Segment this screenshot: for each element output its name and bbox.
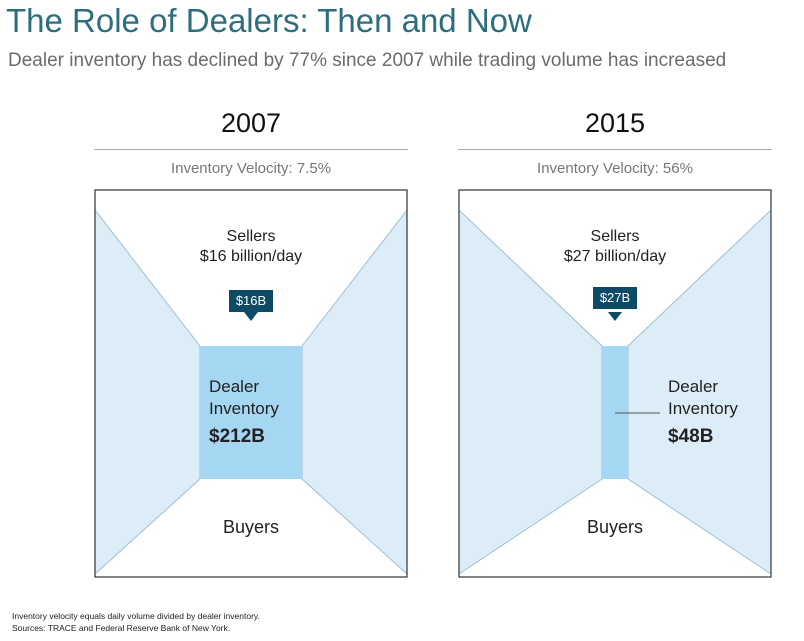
buyers-label: Buyers bbox=[222, 517, 280, 537]
year-label-2015: 2015 bbox=[584, 108, 646, 138]
year-divider-2007 bbox=[94, 149, 408, 150]
sellers-label: Sellers $16 billion/day bbox=[151, 227, 351, 267]
diagram-graphic-2015 bbox=[458, 189, 772, 578]
sellers-title: Sellers bbox=[226, 228, 276, 245]
page-subtitle: Dealer inventory has declined by 77% sin… bbox=[8, 50, 727, 71]
callout-pointer bbox=[608, 312, 622, 321]
dealer-inventory-box bbox=[200, 346, 302, 479]
callout-pointer bbox=[244, 312, 258, 321]
dealer-inventory-label: Dealer Inventory $212B bbox=[209, 376, 279, 448]
panel-frame bbox=[94, 189, 408, 578]
footnote-definition: Inventory velocity equals daily volume d… bbox=[12, 611, 260, 621]
volume-callout: $16B bbox=[229, 290, 273, 312]
sellers-volume: $16 billion/day bbox=[199, 248, 303, 265]
inventory-velocity-2007: Inventory Velocity: 7.5% bbox=[170, 160, 332, 177]
sellers-title: Sellers bbox=[590, 228, 640, 245]
year-divider-2015 bbox=[458, 149, 772, 150]
volume-callout: $27B bbox=[593, 287, 637, 309]
diagram-graphic-2007 bbox=[94, 189, 408, 578]
dealer-word: Dealer bbox=[209, 377, 260, 396]
dealer-inventory-label: Dealer Inventory $48B bbox=[668, 376, 738, 448]
inventory-word: Inventory bbox=[668, 399, 738, 418]
panel-frame bbox=[458, 189, 772, 578]
inventory-word: Inventory bbox=[209, 399, 279, 418]
footnote-sources: Sources: TRACE and Federal Reserve Bank … bbox=[12, 623, 231, 633]
dealer-diagram-2015: Sellers $27 billion/day $27B Dealer Inve… bbox=[458, 189, 772, 579]
year-label-2007: 2007 bbox=[220, 108, 282, 138]
dealer-inventory-amount: $48B bbox=[668, 426, 714, 447]
dealer-inventory-amount: $212B bbox=[209, 426, 265, 447]
sellers-volume: $27 billion/day bbox=[563, 248, 667, 265]
dealer-word: Dealer bbox=[668, 377, 719, 396]
page-title: The Role of Dealers: Then and Now bbox=[6, 2, 532, 39]
sellers-label: Sellers $27 billion/day bbox=[515, 227, 715, 267]
buyers-label: Buyers bbox=[586, 517, 644, 537]
dealer-diagram-2007: Sellers $16 billion/day $16B Dealer Inve… bbox=[94, 189, 408, 579]
inventory-velocity-2015: Inventory Velocity: 56% bbox=[537, 160, 693, 177]
